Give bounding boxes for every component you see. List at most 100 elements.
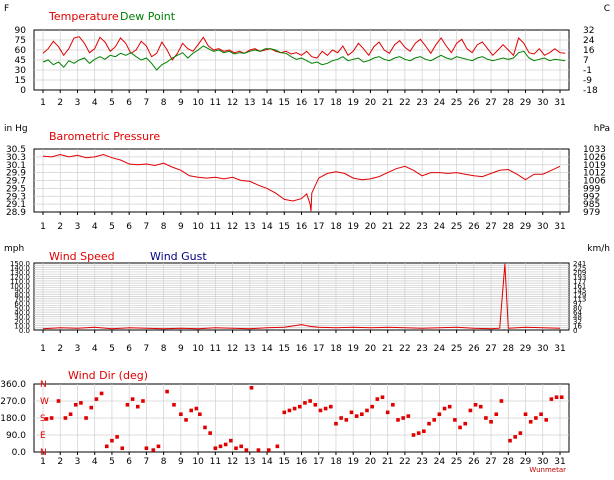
x-tick-label: 13	[244, 344, 255, 354]
data-point	[141, 399, 145, 403]
x-tick-label: 25	[451, 222, 462, 232]
data-point	[370, 404, 374, 409]
x-tick-label: 18	[330, 222, 342, 232]
x-tick-label: 21	[382, 98, 393, 108]
x-tick-label: 2	[57, 98, 63, 108]
x-tick-label: 6	[126, 98, 132, 108]
x-tick-label: 25	[451, 457, 462, 467]
data-point	[494, 412, 499, 417]
x-tick-label: 11	[210, 98, 221, 108]
series-line-pres	[42, 153, 561, 212]
data-point	[534, 416, 538, 420]
x-tick-label: 27	[485, 344, 496, 354]
data-point	[120, 446, 125, 451]
x-tick-label: 14	[261, 457, 273, 467]
x-tick-label: 31	[554, 344, 565, 354]
right-tick-label: 1033	[583, 145, 606, 155]
data-point	[189, 408, 194, 413]
x-tick-label: 7	[144, 98, 150, 108]
right-tick-label: 1026	[583, 153, 606, 163]
right-tick-label: 16	[583, 46, 595, 56]
left-unit-label: mph	[4, 244, 24, 254]
data-point	[194, 406, 199, 411]
x-tick-label: 13	[244, 222, 255, 232]
x-tick-label: 25	[451, 344, 462, 354]
left-tick-label: 90.0	[14, 287, 30, 295]
series-title-wspd: Wind Speed	[49, 250, 115, 263]
x-tick-label: 17	[313, 457, 324, 467]
left-tick-label: 70.0	[14, 296, 30, 304]
right-tick-label: -9	[583, 76, 592, 86]
right-tick-label: 32	[583, 26, 594, 36]
right-tick-label: 7	[583, 56, 589, 66]
left-tick-label: 140.0	[10, 264, 30, 272]
right-tick-label: 1006	[583, 177, 606, 187]
left-tick-label: 40.0	[14, 309, 30, 317]
data-point	[130, 397, 135, 401]
data-point	[73, 402, 78, 407]
x-tick-label: 27	[485, 457, 496, 467]
right-tick-label: 145	[573, 287, 586, 295]
left-tick-label: 15	[15, 76, 26, 86]
data-point	[463, 421, 468, 426]
data-point	[44, 417, 49, 421]
data-point	[432, 418, 436, 422]
left-tick-label: 130.0	[10, 269, 30, 277]
x-tick-label: 23	[416, 457, 427, 467]
data-point	[508, 438, 512, 443]
x-tick-label: 25	[451, 98, 462, 108]
left-tick-label: 29.1	[6, 200, 26, 210]
x-tick-label: 14	[261, 222, 273, 232]
left-tick-label: 30.5	[6, 145, 26, 155]
x-tick-label: 31	[554, 222, 565, 232]
right-tick-label: 64	[573, 309, 582, 317]
series-title-wgst: Wind Gust	[150, 250, 207, 263]
data-point	[354, 414, 359, 418]
data-point	[473, 402, 478, 407]
right-tick-label: 16	[573, 323, 582, 331]
left-tick-label: 180.0	[0, 414, 26, 424]
data-point	[380, 395, 385, 400]
data-point	[287, 408, 292, 413]
right-tick-label: 209	[573, 269, 586, 277]
x-tick-label: 13	[244, 98, 255, 108]
left-tick-label: 120.0	[10, 273, 30, 281]
x-tick-label: 7	[144, 344, 150, 354]
right-tick-label: 0	[573, 327, 577, 335]
x-tick-label: 22	[399, 222, 410, 232]
data-point	[213, 446, 218, 451]
data-point	[165, 389, 169, 394]
data-point	[447, 404, 452, 409]
compass-label: S	[40, 414, 46, 424]
chart-panel-3: 1 2 3 4 5 6 7 8 9 10 11 12 13 14 15 16 17 18 19 20 21 22 23 24 2…	[4, 244, 610, 354]
brand-label: Wunmetar	[529, 466, 566, 474]
left-unit-label: F	[4, 4, 9, 14]
data-point	[84, 416, 88, 420]
data-point	[416, 431, 421, 435]
x-tick-label: 24	[434, 344, 446, 354]
chart-panel-2: 1 2 3 4 5 6 7 8 9 10 11 12 13 14 15 16 17 18 19 20 21 22 23 24 2…	[4, 124, 610, 232]
left-tick-label: 30.1	[6, 161, 26, 171]
left-tick-label: 30.0	[14, 314, 30, 322]
left-tick-label: 29.5	[6, 184, 26, 194]
compass-label: W	[40, 397, 49, 407]
right-tick-label: 225	[573, 264, 586, 272]
x-tick-label: 5	[109, 222, 115, 232]
series-title-temp: Temperature	[48, 10, 119, 23]
data-point	[313, 402, 318, 407]
right-unit-label: km/h	[587, 244, 610, 254]
x-tick-label: 8	[161, 98, 167, 108]
x-tick-label: 3	[75, 222, 81, 232]
x-tick-label: 14	[261, 344, 273, 354]
x-tick-label: 29	[520, 98, 532, 108]
left-tick-label: 60.0	[14, 300, 30, 308]
x-tick-label: 30	[537, 98, 549, 108]
data-point	[458, 425, 462, 430]
right-tick-label: 193	[573, 273, 586, 281]
data-point	[539, 412, 543, 417]
left-tick-label: 110.0	[10, 278, 30, 286]
data-point	[275, 444, 280, 449]
compass-label: E	[40, 431, 46, 441]
x-tick-label: 6	[126, 457, 132, 467]
